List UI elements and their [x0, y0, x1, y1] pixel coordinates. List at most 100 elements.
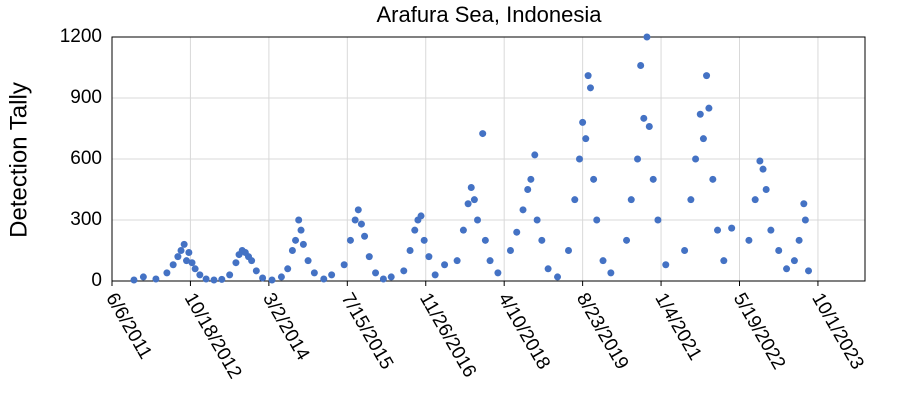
data-point — [354, 206, 362, 214]
data-point — [554, 273, 562, 281]
data-point — [357, 220, 365, 228]
data-point — [699, 135, 707, 143]
data-point — [643, 33, 651, 41]
data-point — [575, 155, 583, 163]
data-point — [705, 104, 713, 112]
data-point — [513, 228, 521, 236]
data-point — [259, 274, 267, 282]
data-point — [292, 236, 300, 244]
data-point — [210, 276, 218, 284]
data-point — [295, 216, 303, 224]
data-point — [420, 236, 428, 244]
data-point — [783, 265, 791, 273]
data-point — [692, 155, 700, 163]
data-point — [720, 257, 728, 265]
data-point — [759, 165, 767, 173]
x-tick-label: 4/10/2018 — [494, 290, 554, 374]
data-point — [191, 265, 199, 273]
data-point — [800, 200, 808, 208]
data-point — [767, 226, 775, 234]
data-point — [645, 122, 653, 130]
data-point — [696, 110, 704, 118]
data-point — [544, 265, 552, 273]
data-point — [268, 276, 276, 284]
x-tick-label: 10/1/2023 — [807, 290, 867, 374]
data-point — [486, 257, 494, 265]
data-point — [586, 84, 594, 92]
data-point — [681, 247, 689, 254]
x-tick-label: 11/26/2016 — [415, 290, 480, 382]
data-point — [662, 261, 670, 269]
data-point — [745, 236, 753, 244]
data-point — [527, 175, 535, 183]
data-point — [284, 265, 292, 273]
data-point — [533, 216, 541, 224]
x-tick-label: 8/23/2019 — [572, 290, 632, 374]
data-point — [310, 269, 318, 277]
data-point — [703, 72, 711, 80]
data-point — [277, 273, 285, 281]
data-point — [202, 275, 210, 283]
data-point — [185, 249, 193, 257]
data-point — [196, 271, 204, 279]
data-point — [183, 257, 191, 265]
data-point — [582, 135, 590, 143]
data-point — [248, 257, 256, 265]
data-point — [801, 216, 809, 224]
data-point — [728, 224, 736, 232]
data-point — [751, 196, 759, 204]
data-point — [590, 175, 598, 183]
x-tick-label: 3/2/2014 — [258, 290, 313, 365]
data-point — [387, 273, 395, 281]
data-point — [464, 200, 472, 208]
data-point — [152, 275, 160, 283]
data-point — [599, 257, 607, 265]
data-point — [379, 275, 387, 283]
data-point — [365, 253, 373, 261]
data-point — [640, 114, 648, 122]
data-point — [361, 232, 369, 240]
data-point — [406, 247, 414, 254]
data-point — [431, 271, 439, 279]
chart-title: Arafura Sea, Indonesia — [376, 2, 602, 27]
data-point — [174, 253, 182, 261]
y-tick-label: 0 — [91, 270, 102, 291]
plot-frame — [111, 36, 866, 282]
data-point — [565, 247, 573, 254]
data-point — [649, 175, 657, 183]
data-point — [714, 226, 722, 234]
data-point — [411, 226, 419, 234]
data-point — [637, 61, 645, 69]
data-point — [470, 196, 478, 204]
data-point — [304, 257, 312, 265]
data-point — [320, 275, 328, 283]
data-point — [372, 269, 380, 277]
data-point — [479, 130, 487, 138]
data-point — [756, 157, 764, 165]
y-tick-label: 300 — [70, 209, 102, 230]
data-point — [709, 175, 717, 183]
data-point — [177, 247, 185, 254]
x-tick-label: 6/6/2011 — [101, 290, 155, 363]
data-point — [634, 155, 642, 163]
y-tick-label: 600 — [70, 148, 102, 169]
data-point — [351, 216, 359, 224]
data-point — [571, 196, 579, 204]
data-point — [441, 261, 449, 269]
data-point — [169, 261, 177, 269]
x-tick-label: 1/4/2021 — [650, 290, 705, 365]
data-point — [607, 269, 615, 277]
data-point — [226, 271, 234, 279]
y-tick-label: 900 — [70, 87, 102, 108]
data-point — [467, 183, 475, 191]
data-point — [538, 236, 546, 244]
data-point — [519, 206, 527, 214]
data-point — [623, 236, 631, 244]
y-tick-label: 1200 — [60, 26, 102, 47]
x-tick-label: 7/15/2015 — [337, 290, 397, 374]
data-point — [474, 216, 482, 224]
data-point — [805, 267, 813, 275]
data-point — [627, 196, 635, 204]
data-point — [340, 261, 348, 269]
